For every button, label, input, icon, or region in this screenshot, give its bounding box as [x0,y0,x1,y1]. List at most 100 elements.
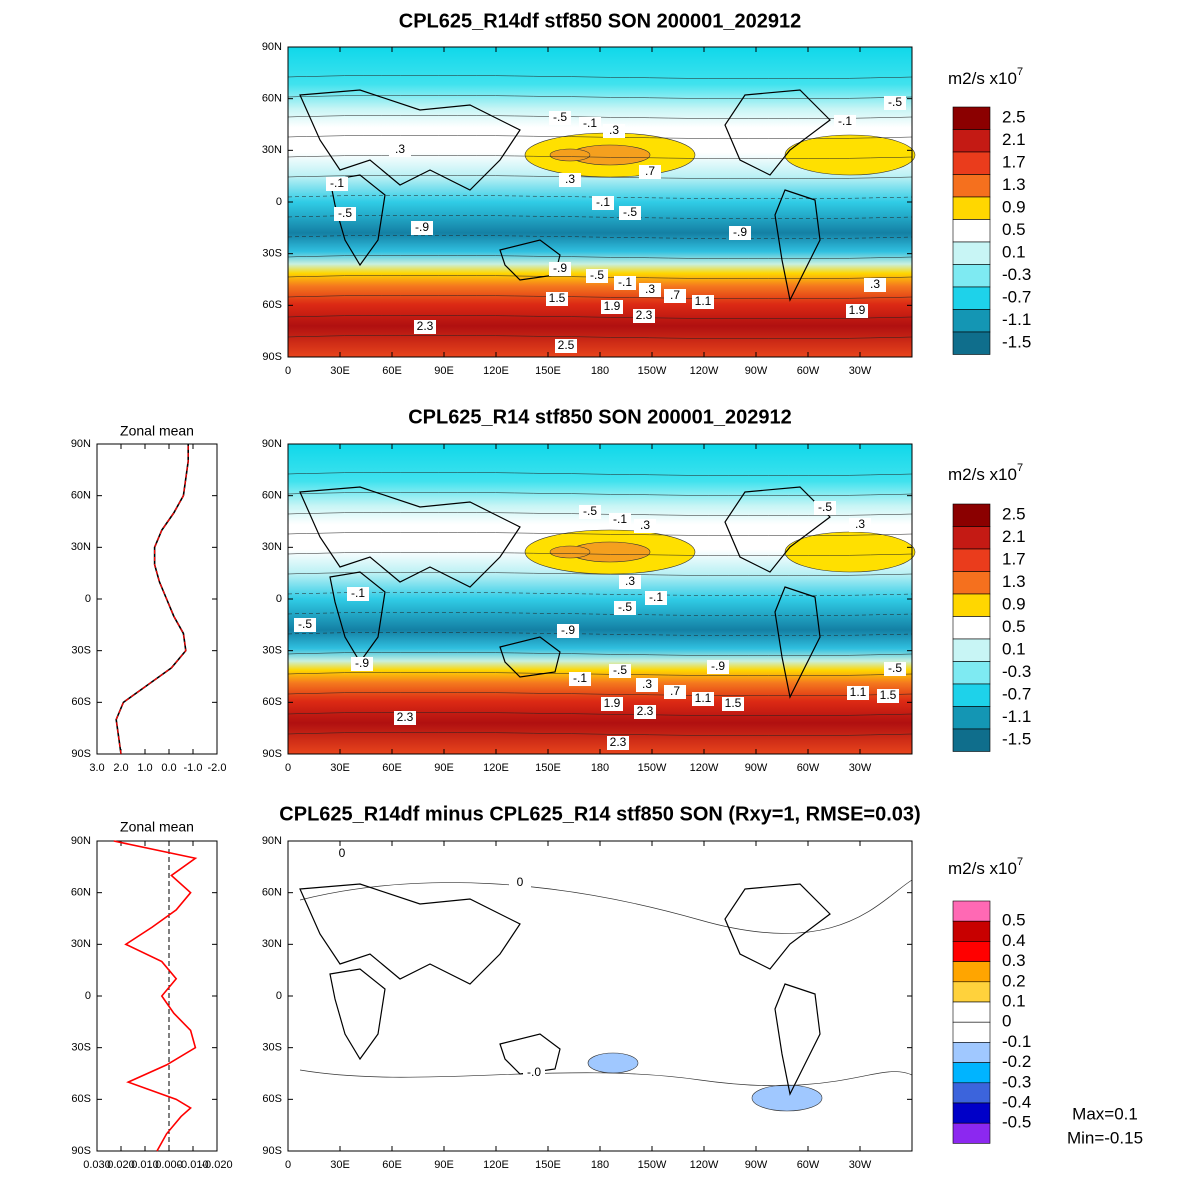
contour-label-box [664,685,686,699]
zonal-mean-line [115,444,189,755]
coastline [724,883,831,970]
x-tick-label: 120E [483,1159,509,1171]
contour-label: -.9 [729,225,751,240]
contour-label: 1.1 [847,685,869,700]
colorbar-label: -0.3 [1002,662,1031,681]
contour-label: 1.9 [601,696,623,711]
high-pressure [784,134,916,176]
colorbar-box [952,593,991,617]
x-tick-label: 150W [638,365,667,377]
contour-label-text: 2.3 [637,704,654,718]
contour-label-box [664,289,686,303]
colorbar-label: 0.1 [1002,640,1026,659]
colorbar-unit-exponent: 7 [1017,462,1023,474]
colorbar-box [952,661,991,685]
contour [287,472,913,476]
contour [287,295,913,299]
contour-label: -.5 [884,661,906,676]
contour [287,135,913,139]
contour-label-box [707,660,729,674]
contour-label: -.5 [579,504,601,519]
contour-label-box [394,711,416,725]
colorbar-label: 0.9 [1002,595,1026,614]
contour-label-text: .7 [670,684,680,698]
x-tick-label: 60E [382,762,402,774]
contour [287,732,913,736]
contour-label: .7 [664,684,686,699]
colorbar-label: 1.7 [1002,550,1026,569]
colorbar-box [952,683,991,707]
x-tick-label: 120W [690,1159,719,1171]
contour-label: -.5 [619,205,641,220]
x-tick-label: 1.0 [137,762,152,774]
contour-label-text: 2.3 [417,319,434,333]
contour-label: -.1 [579,116,601,131]
contour-label: 0 [509,875,531,890]
colorbar-label: -0.5 [1002,1113,1031,1132]
y-tick-label: 0 [276,593,282,605]
y-tick-label: 30N [262,938,282,950]
y-tick-label: 30S [71,645,91,657]
contour-label-text: .3 [395,142,405,156]
x-tick-label: -0.020 [201,1159,232,1171]
y-tick-label: 30N [71,541,91,553]
contour-label-text: -.9 [711,659,725,673]
contour-label-box [864,278,886,292]
contour [287,672,913,676]
contour-label: 2.3 [633,308,655,323]
contour-label: .3 [619,574,641,589]
x-tick-label: 30W [849,1159,872,1171]
colorbar-box [952,241,991,265]
plot-frame [96,443,218,755]
chart-title: CPL625_R14 stf850 SON 200001_202912 [408,406,792,428]
zonal-mean-line [115,444,189,755]
y-tick-label: 60S [71,696,91,708]
contour-label-text: .7 [645,164,655,178]
contour-label-text: -.5 [888,95,902,109]
contour-label: .3 [639,282,661,297]
colorbar-label: 0.9 [1002,198,1026,217]
contour [287,492,913,496]
x-tick-label: 180 [591,762,609,774]
contour-label: -.5 [334,206,356,221]
contour-label-text: 1.1 [695,294,712,308]
contour-label-box [814,501,836,515]
y-tick-label: 0 [85,593,91,605]
coastline [499,1033,561,1075]
colorbar-label: -1.1 [1002,707,1031,726]
colorbar-box [952,961,991,983]
contour-label: -.0 [523,1065,545,1080]
x-tick-label: 60E [382,1159,402,1171]
x-tick-label: 0 [285,365,291,377]
map-field [288,444,912,754]
contour-label-text: .3 [870,277,880,291]
contour-label: 2.3 [394,710,416,725]
contour-label-box [645,591,667,605]
contour-label: 1.1 [692,691,714,706]
colorbar-box [952,548,991,572]
coastline [329,571,386,664]
colorbar-label: -0.3 [1002,1072,1031,1091]
y-tick-label: 60N [71,887,91,899]
contour [299,1069,913,1087]
colorbar-box [952,706,991,730]
colorbar-box [952,900,991,922]
contour-label-box [729,226,751,240]
contour-label-box [722,697,744,711]
colorbar-label: -1.1 [1002,310,1031,329]
colorbar-box [952,981,991,1003]
contour-label: 1.5 [722,696,744,711]
y-tick-label: 90S [71,748,91,760]
contour-label-text: -.1 [583,116,597,130]
zonal-title: Zonal mean [120,423,194,439]
high-pressure [784,531,916,573]
contour-label-box [389,143,411,157]
contour-label-box [639,283,661,297]
contour-label-text: -.9 [561,623,575,637]
negative-area [751,1084,823,1112]
colorbar-box [952,106,991,130]
x-tick-label: 30E [330,365,350,377]
contour-label-text: .3 [625,574,635,588]
contour-label: -.5 [549,110,571,125]
